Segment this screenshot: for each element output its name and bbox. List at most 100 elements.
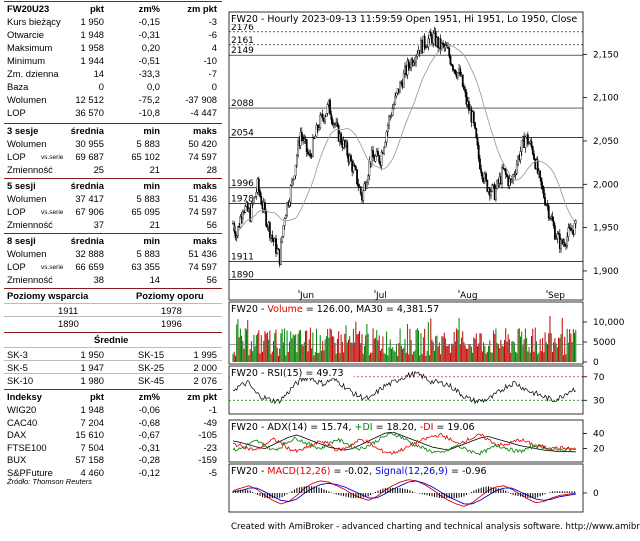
- rsi-line: [232, 370, 576, 405]
- indices-row-cell: 57 158: [75, 454, 104, 465]
- indices-row: FTSE100 7 504 -0,31 -23: [4, 441, 222, 454]
- candle-body: [283, 218, 286, 226]
- candle-body: [271, 234, 274, 239]
- candle-body: [560, 239, 562, 249]
- support-value: 1890: [58, 318, 79, 329]
- candle-body: [325, 113, 328, 117]
- candle-body: [412, 62, 415, 66]
- main-row-cell: 1 958: [80, 42, 104, 53]
- source-note: Źródło: Thomson Reuters: [7, 477, 93, 486]
- indices-row: CAC40 7 204 -0,68 -49: [4, 416, 222, 429]
- indices-row-cell: -0,68: [138, 416, 160, 428]
- candle-body: [480, 168, 483, 173]
- candle-body: [450, 63, 453, 66]
- averages-cell: SK-25: [138, 362, 165, 373]
- title-part: = 19.06: [433, 422, 474, 433]
- candle-body: [452, 65, 454, 70]
- indices-row-cell: -5: [208, 466, 217, 478]
- main-row: Wolumen 12 512 -75,2 -37 908: [4, 93, 222, 106]
- candle-body: [291, 180, 293, 186]
- level-label: 1996: [231, 179, 254, 189]
- candle-body: [395, 92, 398, 97]
- candle-body: [324, 116, 327, 122]
- title-part: = 15.74,: [307, 422, 354, 433]
- indices-row-cell: S&PFuture: [7, 466, 53, 478]
- candle-body: [367, 175, 370, 183]
- candle-body: [275, 238, 277, 254]
- indices-row: WIG20 1 948 -0,06 -1: [4, 403, 222, 416]
- indices-row-cell: -49: [203, 416, 217, 428]
- y-tick-label: 2,000: [593, 180, 619, 190]
- candle-body: [336, 122, 339, 126]
- candle-body: [257, 178, 260, 192]
- main-row-cell: 1 944: [80, 55, 104, 66]
- session-row-label: LOP: [7, 151, 26, 162]
- adx-series-line: [232, 432, 577, 455]
- candle-body: [477, 144, 480, 159]
- main-row-cell: 4: [211, 42, 217, 53]
- session-row-value: 50 420: [188, 138, 217, 149]
- y-tick-label: 2,150: [593, 50, 619, 60]
- main-row: LOP 36 570 -10,8 -4 447: [4, 106, 222, 119]
- averages-row: SK-3 1 950 SK-15 1 995: [4, 348, 222, 361]
- footer-credit: Created with AmiBroker - advanced charti…: [231, 522, 640, 532]
- candle-body: [353, 164, 356, 167]
- main-row-cell: -75,2: [138, 94, 160, 105]
- candle-body: [319, 114, 322, 129]
- candle-body: [366, 182, 368, 189]
- pane-frame: [228, 11, 584, 301]
- title-part: Volume: [267, 304, 302, 315]
- candle-body: [573, 223, 576, 235]
- session-row-sublabel: vs.serie: [41, 154, 64, 161]
- section-divider: [4, 123, 222, 124]
- level-label: 2054: [231, 129, 254, 139]
- x-tick-label: Jul: [375, 291, 387, 301]
- candle-body: [299, 132, 302, 146]
- session-row: LOP vs.serie 67 906 65 095 74 597: [4, 205, 222, 218]
- indices-row-cell: -0,67: [138, 429, 160, 440]
- candle-body: [415, 55, 417, 63]
- candle-body: [321, 113, 324, 119]
- y-tick-label: 1,950: [593, 224, 619, 234]
- levels-row: 1890 1996: [4, 317, 222, 330]
- candle-body: [556, 233, 559, 239]
- candle-body: [555, 238, 558, 240]
- candle-body: [260, 196, 263, 205]
- candle-body: [447, 46, 449, 49]
- session-header-5-sesji-cell: 5 sesji: [7, 180, 36, 191]
- adx-chart-title: FW20 - ADX(14) = 15.74, +DI = 18.20, -DI…: [231, 422, 475, 433]
- candle-body: [284, 215, 287, 220]
- main-header-cell: pkt: [89, 3, 104, 14]
- ma30-line: [232, 45, 577, 233]
- level-label: 2088: [231, 99, 254, 109]
- session-row-value: 37: [93, 219, 104, 230]
- candle-body: [352, 164, 355, 172]
- candle-body: [517, 156, 519, 165]
- averages-cell: SK-3: [7, 349, 28, 360]
- pane-frame: [228, 463, 584, 513]
- row-divider: [4, 347, 222, 348]
- main-row-cell: 0: [211, 81, 217, 92]
- session-row-label: Wolumen: [7, 138, 47, 149]
- indices-row-cell: WIG20: [7, 404, 37, 415]
- indices-header: Indeksy pkt zm% zm pkt: [4, 390, 222, 403]
- title-part: RSI(15): [267, 368, 302, 379]
- indices-row-cell: FTSE100: [7, 441, 47, 453]
- session-row-value: 21: [149, 219, 160, 230]
- candle-body: [330, 114, 333, 120]
- candle-body: [479, 158, 481, 170]
- session-row: Zmienność 38 14 56: [4, 273, 222, 286]
- indices-row-cell: -105: [198, 429, 217, 440]
- title-part: = 126.00,: [303, 304, 356, 315]
- main-row: Otwarcie 1 948 -0,31 -6: [4, 28, 222, 41]
- levels-header: Poziomy wsparcia Poziomy oporu: [4, 289, 222, 302]
- averages-cell: SK-5: [7, 362, 28, 373]
- title-part: MACD(12,26): [267, 466, 330, 477]
- session-header-5-sesji: 5 sesji średnia min maks: [4, 179, 222, 192]
- section-divider: [4, 233, 222, 234]
- averages-cell: 1 995: [193, 349, 217, 360]
- session-row-label: Wolumen: [7, 193, 47, 204]
- indices-row-cell: 7 504: [80, 441, 104, 453]
- session-row: Zmienność 25 21 28: [4, 163, 222, 176]
